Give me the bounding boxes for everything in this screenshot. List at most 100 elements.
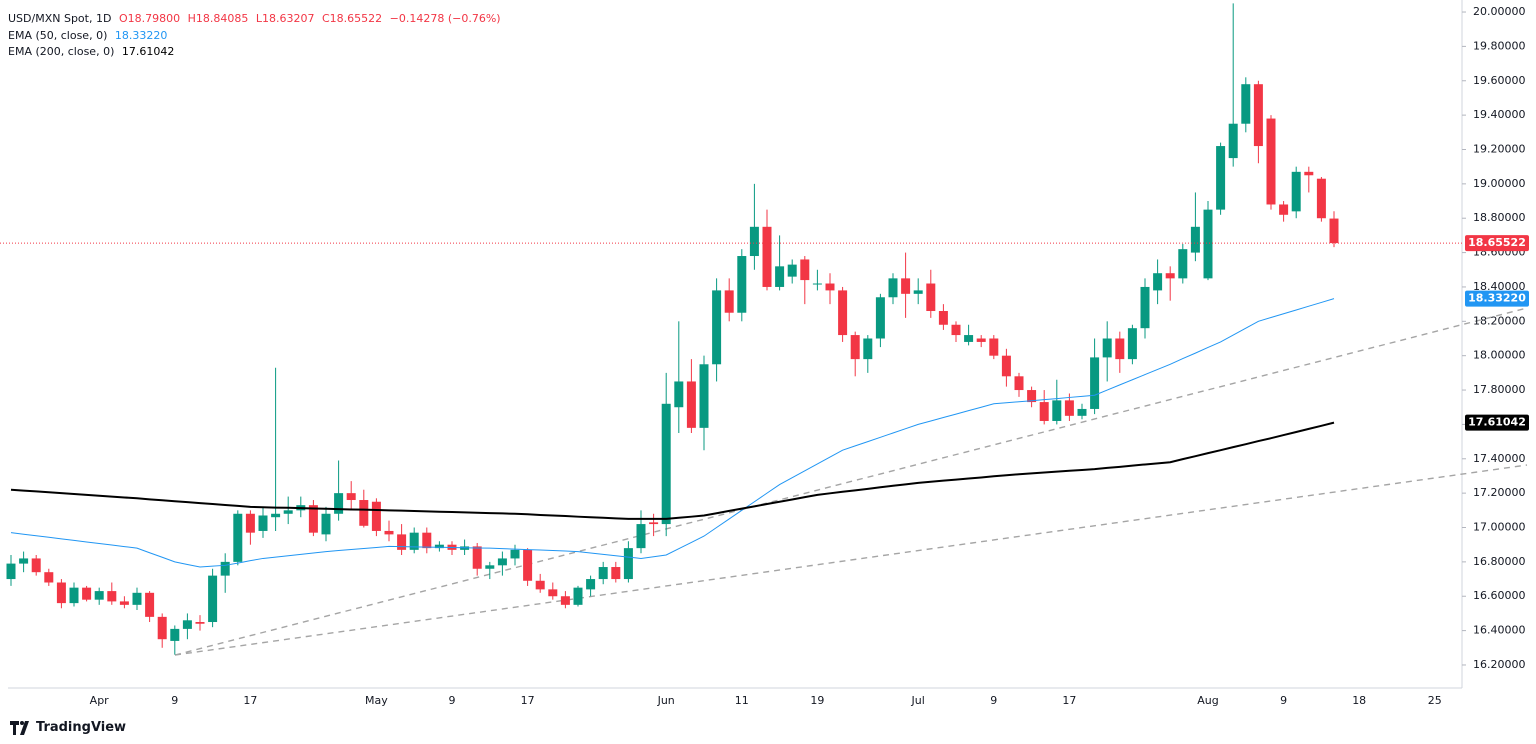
x-tick-label: Aug bbox=[1197, 694, 1218, 707]
candle-body bbox=[686, 381, 696, 428]
candle-body bbox=[1266, 118, 1276, 205]
plot bbox=[6, 3, 1339, 655]
candle-body bbox=[737, 256, 747, 313]
candle-body bbox=[132, 592, 142, 605]
y-tick-label: 19.00000 bbox=[1473, 177, 1526, 190]
candle-body bbox=[523, 549, 533, 581]
x-tick-label: 9 bbox=[1280, 694, 1287, 707]
candle-body bbox=[812, 283, 822, 285]
candle-body bbox=[1304, 171, 1314, 176]
candle-body bbox=[1090, 357, 1100, 409]
legend-main: USD/MXN Spot, 1D O18.79800 H18.84085 L18… bbox=[8, 12, 505, 26]
ema-line bbox=[10, 298, 1335, 568]
ema-value: 18.33220 bbox=[114, 29, 168, 42]
candle-body bbox=[1153, 273, 1163, 291]
candle-body bbox=[1291, 171, 1301, 212]
candle-body bbox=[989, 338, 999, 356]
candle-body bbox=[6, 563, 16, 580]
y-tick-label: 17.20000 bbox=[1473, 486, 1526, 499]
candle-body bbox=[938, 311, 948, 325]
candle-body bbox=[145, 592, 155, 617]
candle-body bbox=[598, 567, 608, 580]
y-tick-label: 17.40000 bbox=[1473, 452, 1526, 465]
candle-body bbox=[787, 264, 797, 277]
candle-body bbox=[233, 513, 243, 562]
candle-body bbox=[1064, 400, 1074, 416]
candle-body bbox=[976, 338, 986, 342]
candle-body bbox=[157, 616, 167, 640]
price-tag bbox=[1465, 235, 1529, 252]
x-tick-label: 17 bbox=[1062, 694, 1076, 707]
candle-body bbox=[674, 381, 684, 408]
y-tick-label: 19.60000 bbox=[1473, 74, 1526, 87]
y-tick-label: 18.00000 bbox=[1473, 349, 1526, 362]
candle-body bbox=[1178, 249, 1188, 279]
candle-body bbox=[1228, 123, 1238, 159]
y-tick-label: 16.80000 bbox=[1473, 555, 1526, 568]
candle-body bbox=[1039, 402, 1049, 421]
candle-body bbox=[371, 501, 381, 531]
candle-body bbox=[586, 579, 596, 590]
candle-body bbox=[69, 587, 79, 604]
candle-body bbox=[19, 558, 29, 564]
candle-body bbox=[119, 601, 129, 605]
ema-name: EMA (200, close, 0) bbox=[8, 45, 115, 58]
candle-body bbox=[44, 572, 54, 583]
x-tick-label: May bbox=[365, 694, 388, 707]
candle-body bbox=[951, 324, 961, 336]
candle-body bbox=[434, 544, 444, 549]
candle-body bbox=[82, 587, 92, 600]
candle-body bbox=[1190, 226, 1200, 253]
candle-body bbox=[548, 589, 558, 597]
legend-ema: EMA (50, close, 0) 18.33220 bbox=[8, 29, 171, 43]
candle-body bbox=[888, 278, 898, 298]
candle-body bbox=[901, 278, 911, 294]
candle-body bbox=[510, 549, 520, 559]
ema-line bbox=[10, 421, 1335, 520]
candle-body bbox=[560, 596, 570, 605]
candle-body bbox=[1014, 376, 1024, 391]
x-tick-label: 9 bbox=[171, 694, 178, 707]
candle-body bbox=[107, 591, 117, 602]
candle-body bbox=[1165, 273, 1175, 279]
candle-body bbox=[334, 493, 344, 514]
y-tick-label: 19.20000 bbox=[1473, 142, 1526, 155]
candle-body bbox=[1203, 209, 1213, 279]
y-tick-label: 16.20000 bbox=[1473, 658, 1526, 671]
candle-body bbox=[749, 226, 759, 257]
candle-body bbox=[838, 290, 848, 336]
y-tick-label: 17.80000 bbox=[1473, 383, 1526, 396]
y-tick-label: 18.40000 bbox=[1473, 280, 1526, 293]
candle-body bbox=[573, 587, 583, 605]
ohlc-change: −0.14278 (−0.76%) bbox=[389, 12, 501, 25]
candle-body bbox=[964, 335, 974, 342]
ohlc-close: C18.65522 bbox=[321, 12, 383, 25]
y-tick-label: 18.80000 bbox=[1473, 211, 1526, 224]
price-tag-label: 18.33220 bbox=[1468, 292, 1526, 305]
candle-body bbox=[271, 513, 281, 518]
x-tick-label: 17 bbox=[243, 694, 257, 707]
x-tick-label: 11 bbox=[735, 694, 749, 707]
candle-body bbox=[56, 582, 66, 604]
candle-body bbox=[245, 513, 255, 533]
candle-body bbox=[875, 297, 885, 339]
candle-body bbox=[762, 226, 772, 287]
candle-body bbox=[308, 505, 318, 533]
candle-body bbox=[1027, 390, 1037, 403]
candle-body bbox=[258, 515, 268, 531]
candle-body bbox=[1216, 146, 1226, 210]
price-tag-label: 17.61042 bbox=[1468, 416, 1526, 429]
candle-body bbox=[485, 565, 495, 569]
candle-body bbox=[1115, 338, 1125, 360]
candle-body bbox=[321, 513, 331, 535]
y-tick-label: 19.80000 bbox=[1473, 39, 1526, 52]
symbol: USD/MXN Spot, 1D bbox=[8, 12, 112, 25]
candle-body bbox=[699, 364, 709, 428]
candle-body bbox=[1140, 286, 1150, 329]
candle-body bbox=[611, 567, 621, 580]
candle-body bbox=[1241, 84, 1251, 124]
candle-body bbox=[724, 290, 734, 313]
candle-body bbox=[1279, 204, 1289, 215]
